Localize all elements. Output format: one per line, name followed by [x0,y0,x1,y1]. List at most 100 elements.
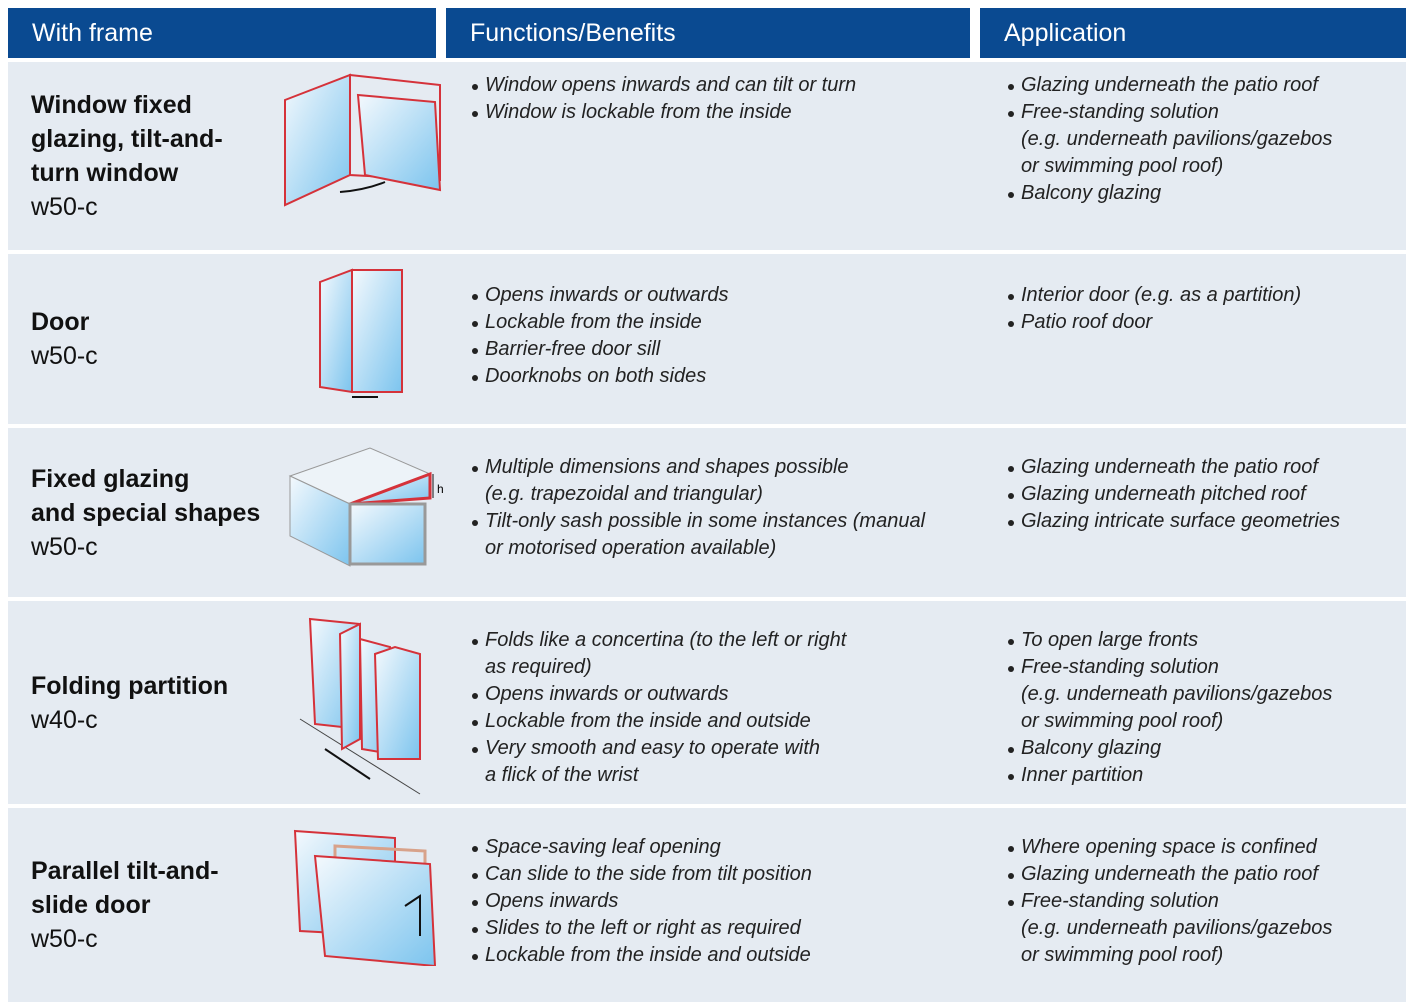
header-cell: Application [980,8,1406,58]
table-row: Fixed glazing and special shapes w50-c h Mul… [8,428,1406,597]
item-line: (e.g. underneath pavilions/gazebos [1021,128,1333,150]
item-line: Opens inwards or outwards [485,284,729,306]
item-line: Glazing underneath the patio roof [1021,863,1318,885]
bullet-list: To open large fronts Free-standing soluti… [1006,627,1332,789]
item-line: Lockable from the inside and outside [485,710,811,732]
title-line: Fixed glazing [31,464,190,493]
item-line: Glazing underneath the patio roof [1021,456,1318,478]
bullet-item: Lockable from the inside and outside [470,708,846,735]
bullet-item: Tilt-only sash possible in some instance… [470,508,925,562]
item-line: Free-standing solution [1021,101,1219,123]
item-line: Glazing intricate surface geometries [1021,510,1341,532]
item-line: Lockable from the inside and outside [485,944,811,966]
table-row: Parallel tilt-and-slide door w50-c Space-s… [8,808,1406,1002]
item-line: Window opens inwards and can tilt or tur… [485,74,857,96]
product-code: w50-c [31,925,98,953]
title-line: Window fixed [31,91,192,119]
item-line: Balcony glazing [1021,182,1162,204]
product-icon [270,262,450,407]
item-line: Slides to the left or right as required [485,917,801,939]
bullet-item: Lockable from the inside and outside [470,942,812,969]
item-line: Can slide to the side from tilt position [485,863,812,885]
bullet-item: Balcony glazing [1006,180,1332,207]
bullet-item: Window is lockable from the inside [470,99,856,126]
item-line: (e.g. trapezoidal and triangular) [485,483,763,505]
row-title: Folding partition w40-c [31,601,228,804]
table-row: Door w50-c Opens inwards or outwards Lockab… [8,254,1406,424]
product-icon [270,609,450,804]
bullet-item: Very smooth and easy to operate with a fl… [470,735,846,789]
item-line: Glazing underneath the patio roof [1021,74,1318,96]
item-line: or swimming pool roof) [1021,944,1224,966]
item-line: Multiple dimensions and shapes possible [485,456,849,478]
title-line: and special shapes [31,498,261,527]
title-line: turn window [31,159,179,187]
row-title: Window fixed glazing, tilt-and-turn windo… [31,62,223,250]
icon-graphic [299,617,421,795]
bullet-list: Window opens inwards and can tilt or tur… [470,72,856,126]
item-line: Window is lockable from the inside [485,101,792,123]
bullet-item: Glazing intricate surface geometries [1006,508,1340,535]
title-line: Folding partition [31,671,229,700]
bullet-item: Window opens inwards and can tilt or tur… [470,72,856,99]
item-line: (e.g. underneath pavilions/gazebos [1021,917,1333,939]
item-line: Very smooth and easy to operate with [485,737,820,759]
bullet-item: Free-standing solution (e.g. underneath p… [1006,99,1332,180]
bullet-item: Glazing underneath the patio roof [1006,72,1332,99]
row-title: Parallel tilt-and-slide door w50-c [31,808,219,1002]
bullet-item: Lockable from the inside [470,309,728,336]
bullet-item: Opens inwards or outwards [470,282,728,309]
icon-graphic [293,829,437,968]
bullet-list: Where opening space is confined Glazing u… [1006,834,1332,969]
item-line: Folds like a concertina (to the left or … [485,629,847,651]
bullet-item: Slides to the left or right as required [470,915,812,942]
bullet-item: Space-saving leaf opening [470,834,812,861]
title-line: slide door [31,891,151,919]
bullet-list: Glazing underneath the patio roof Glazing… [1006,454,1340,535]
bullet-item: Interior door (e.g. as a partition) [1006,282,1301,309]
item-line: Opens inwards [485,890,619,912]
row-title: Door w50-c [31,254,98,424]
bullet-list: Folds like a concertina (to the left or … [470,627,846,789]
product-icon: h [270,436,450,581]
product-code: w40-c [31,705,98,734]
item-line: To open large fronts [1021,629,1199,651]
item-line: Free-standing solution [1021,890,1219,912]
bullet-list: Multiple dimensions and shapes possible (… [470,454,925,562]
bullet-item: Doorknobs on both sides [470,363,728,390]
icon-graphic [319,268,403,398]
bullet-item: Multiple dimensions and shapes possible (… [470,454,925,508]
bullet-item: To open large fronts [1006,627,1332,654]
title-line: Parallel tilt-and- [31,857,219,885]
item-line: Free-standing solution [1021,656,1219,678]
bullet-item: Inner partition [1006,762,1332,789]
item-line: Glazing underneath pitched roof [1021,483,1306,505]
icon-graphic [284,73,442,207]
item-line: Tilt-only sash possible in some instance… [485,510,926,532]
item-line: Interior door (e.g. as a partition) [1021,284,1302,306]
bullet-item: Folds like a concertina (to the left or … [470,627,846,681]
bullet-item: Opens inwards or outwards [470,681,846,708]
title-line: Door [31,308,90,336]
item-line: (e.g. underneath pavilions/gazebos [1021,683,1333,705]
item-line: Patio roof door [1021,311,1153,333]
icon-graphic [288,447,434,567]
product-code: w50-c [31,193,98,221]
bullet-item: Barrier-free door sill [470,336,728,363]
product-code: w50-c [31,532,98,561]
item-line: or swimming pool roof) [1021,155,1224,177]
bullet-item: Where opening space is confined [1006,834,1332,861]
item-line: Lockable from the inside [485,311,702,333]
item-line: or swimming pool roof) [1021,710,1224,732]
header-cell: Functions/Benefits [446,8,970,58]
item-line: Barrier-free door sill [485,338,661,360]
row-title: Fixed glazing and special shapes w50-c [31,428,260,597]
bullet-item: Can slide to the side from tilt position [470,861,812,888]
item-line: Where opening space is confined [1021,836,1317,858]
bullet-list: Space-saving leaf opening Can slide to th… [470,834,812,969]
item-line: Opens inwards or outwards [485,683,729,705]
bullet-item: Glazing underneath pitched roof [1006,481,1340,508]
table-row: Window fixed glazing, tilt-and-turn windo… [8,62,1406,250]
